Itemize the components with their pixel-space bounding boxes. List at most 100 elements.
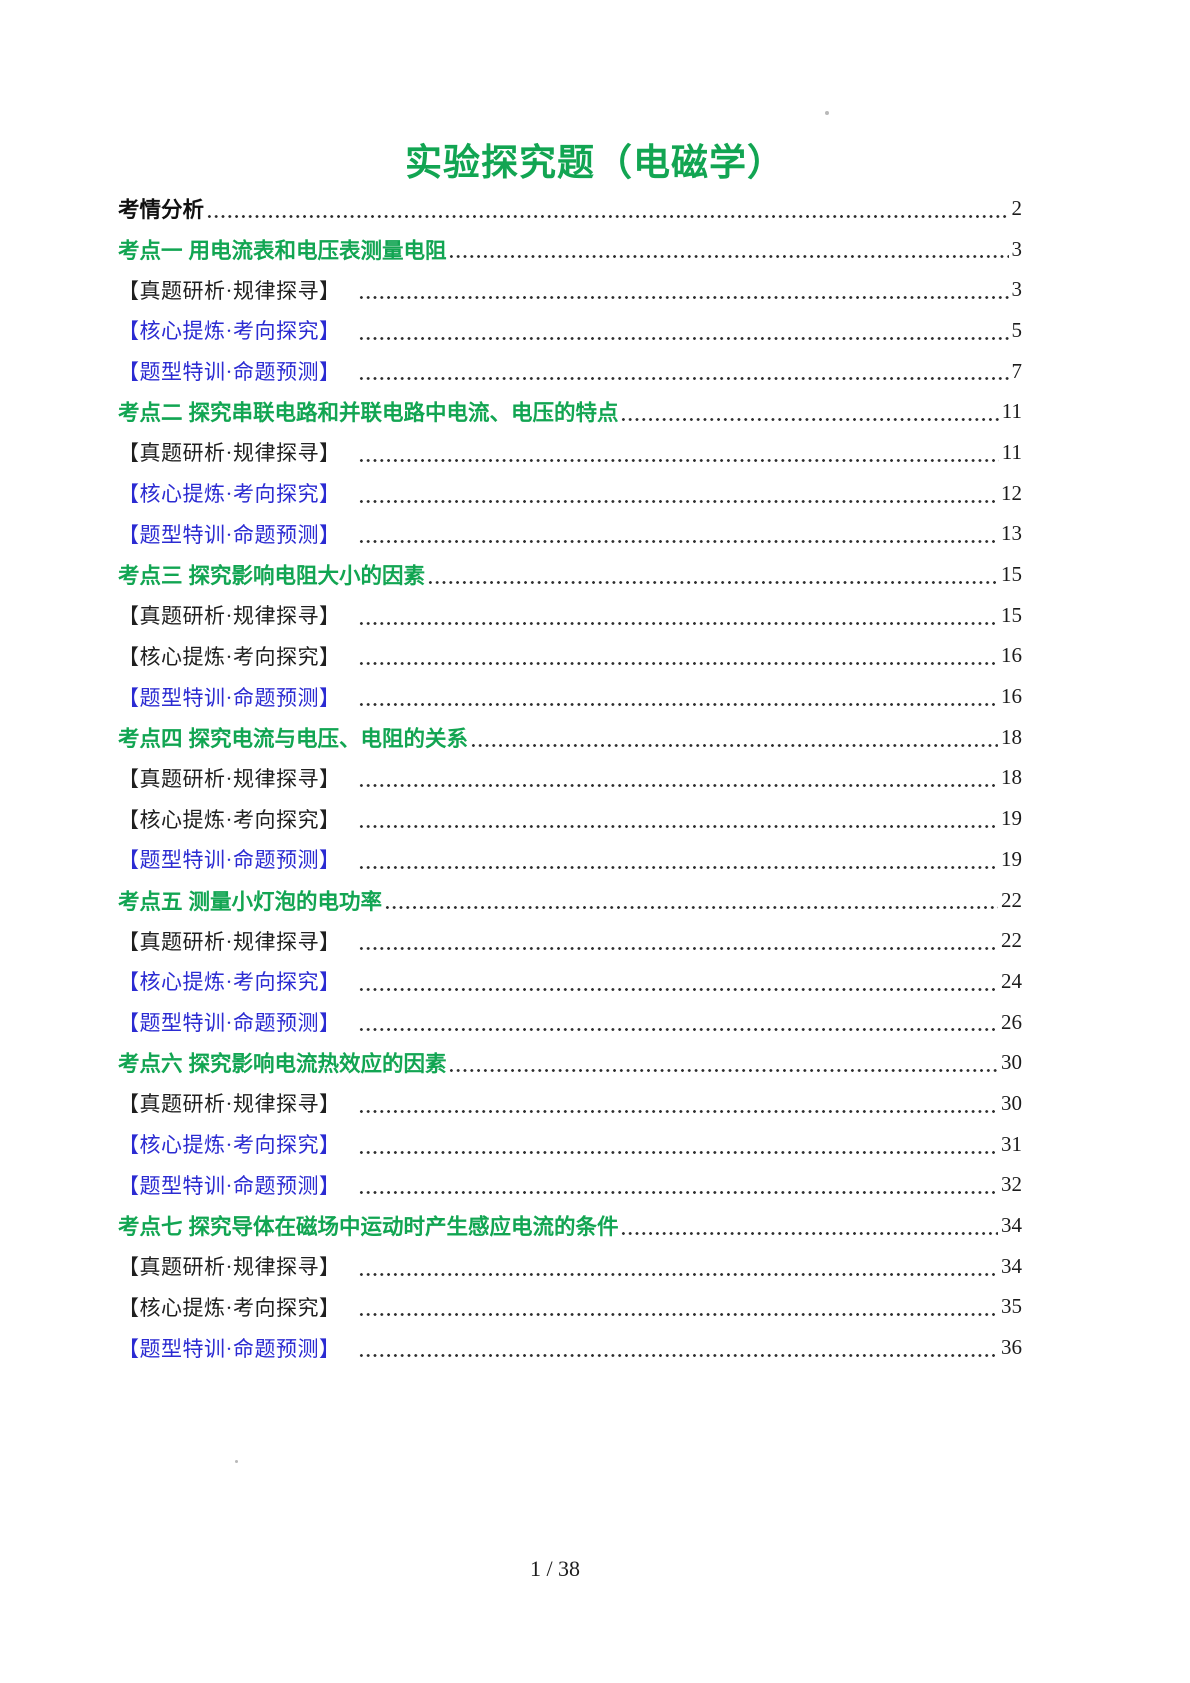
dot-leader	[357, 1123, 998, 1165]
toc-entry-label: 【核心提炼·考向探究】	[118, 482, 341, 507]
toc-row[interactable]: 【题型特训·命题预测】 13	[118, 513, 1022, 555]
dot-leader	[357, 472, 998, 514]
toc-row[interactable]: 【真题研析·规律探寻】 3	[118, 269, 1023, 311]
toc-row[interactable]: 【真题研析·规律探寻】 11	[118, 432, 1022, 473]
toc-entry-label: 【真题研析·规律探寻】	[118, 929, 341, 954]
toc-page-number: 32	[1001, 1172, 1022, 1197]
toc-row[interactable]: 【题型特训·命题预测】 7	[118, 350, 1022, 392]
toc-page-number: 5	[1011, 317, 1023, 342]
toc-row[interactable]: 【真题研析·规律探寻】 15	[118, 594, 1022, 636]
toc-row[interactable]: 考点四 探究电流与电压、电阻的关系 18	[118, 716, 1022, 758]
toc-row[interactable]: 考点七 探究导体在磁场中运动时产生感应电流的条件 34	[118, 1205, 1022, 1246]
toc-row[interactable]: 考点五 测量小灯泡的电功率 22	[118, 879, 1022, 921]
toc-entry-label: 【核心提炼·考向探究】	[118, 807, 341, 832]
toc-row[interactable]: 【核心提炼·考向探究】 31	[118, 1123, 1022, 1165]
toc-row[interactable]: 【核心提炼·考向探究】 35	[118, 1286, 1022, 1328]
toc-row[interactable]: 考点六 探究影响电流热效应的因素 30	[118, 1042, 1022, 1084]
toc-page-number: 30	[1001, 1090, 1022, 1115]
page-artifact-dot	[235, 1460, 238, 1463]
toc-entry-label: 【核心提炼·考向探究】	[118, 644, 341, 669]
toc-entry-label: 【真题研析·规律探寻】	[118, 278, 341, 303]
toc-page-number: 15	[1001, 602, 1022, 627]
dot-leader	[383, 879, 998, 921]
toc-entry-label: 【核心提炼·考向探究】	[118, 1133, 341, 1158]
toc-page-number: 16	[1001, 684, 1022, 709]
dot-leader	[357, 310, 1009, 351]
toc-page-number: 11	[1001, 399, 1022, 424]
toc-row[interactable]: 【题型特训·命题预测】 36	[118, 1327, 1022, 1368]
toc-page-number: 13	[1001, 521, 1022, 546]
toc-page-number: 24	[1001, 968, 1022, 993]
toc-row[interactable]: 【核心提炼·考向探究】 24	[118, 961, 1022, 1002]
toc-entry-label: 考点五 测量小灯泡的电功率	[118, 889, 382, 914]
toc-row[interactable]: 【真题研析·规律探寻】 18	[118, 757, 1022, 799]
toc-page-number: 36	[1001, 1335, 1022, 1360]
dot-leader	[357, 757, 998, 799]
dot-leader	[206, 188, 1009, 229]
toc-entry-label: 考点六 探究影响电流热效应的因素	[118, 1052, 447, 1077]
dot-leader	[469, 716, 998, 758]
dot-leader	[620, 1205, 998, 1246]
page-artifact-dot	[825, 111, 829, 115]
toc-entry-label: 【题型特训·命题预测】	[118, 1173, 341, 1198]
page-title: 实验探究题（电磁学）	[405, 142, 785, 183]
toc-page-number: 16	[1001, 643, 1022, 668]
dot-leader	[620, 391, 999, 433]
toc-row[interactable]: 【题型特训·命题预测】 32	[118, 1164, 1022, 1206]
toc-entry-label: 【真题研析·规律探寻】	[118, 1255, 341, 1280]
toc-row[interactable]: 【核心提炼·考向探究】 5	[118, 310, 1022, 351]
dot-leader	[357, 676, 998, 717]
dot-leader	[357, 798, 998, 839]
dot-leader	[357, 432, 999, 473]
toc-page-number: 30	[1001, 1050, 1022, 1075]
toc-row[interactable]: 【真题研析·规律探寻】 30	[118, 1083, 1022, 1124]
dot-leader	[357, 1245, 998, 1287]
toc-page-number: 18	[1001, 724, 1022, 749]
toc-entry-label: 【题型特训·命题预测】	[118, 685, 341, 710]
toc-page-number: 15	[1001, 562, 1022, 587]
toc-entry-label: 【核心提炼·考向探究】	[118, 970, 341, 995]
toc-row[interactable]: 【题型特训·命题预测】 19	[118, 839, 1022, 880]
toc-page-number: 31	[1001, 1131, 1022, 1156]
toc-page-number: 34	[1001, 1213, 1022, 1238]
toc-row[interactable]: 考情分析 2	[118, 188, 1022, 229]
dot-leader	[357, 269, 1009, 311]
dot-leader	[357, 513, 998, 555]
toc-row[interactable]: 【真题研析·规律探寻】 22	[118, 920, 1022, 962]
toc-entry-label: 【真题研析·规律探寻】	[118, 604, 341, 629]
toc-entry-label: 考情分析	[118, 197, 205, 222]
toc-row[interactable]: 【核心提炼·考向探究】 19	[118, 798, 1022, 839]
dot-leader	[448, 228, 1009, 270]
toc-row[interactable]: 【真题研析·规律探寻】 34	[118, 1245, 1022, 1287]
toc-entry-label: 考点七 探究导体在磁场中运动时产生感应电流的条件	[118, 1215, 619, 1240]
toc-row[interactable]: 【题型特训·命题预测】 16	[118, 676, 1022, 717]
toc-page-number: 19	[1001, 846, 1022, 871]
dot-leader	[357, 920, 998, 962]
toc-row[interactable]: 考点二 探究串联电路和并联电路中电流、电压的特点 11	[118, 391, 1022, 433]
dot-leader	[357, 635, 998, 677]
toc-row[interactable]: 【题型特训·命题预测】 26	[118, 1001, 1022, 1043]
toc-entry-label: 考点三 探究影响电阻大小的因素	[118, 564, 425, 589]
toc-page-number: 3	[1011, 277, 1023, 302]
toc-entry-label: 【题型特训·命题预测】	[118, 1011, 341, 1036]
toc-page-number: 19	[1001, 806, 1022, 831]
toc-page-number: 26	[1001, 1009, 1022, 1034]
toc-page-number: 35	[1001, 1294, 1022, 1319]
toc-page-number: 22	[1001, 928, 1022, 953]
toc-entry-label: 考点四 探究电流与电压、电阻的关系	[118, 726, 468, 751]
dot-leader	[357, 961, 998, 1002]
toc-entry-label: 【核心提炼·考向探究】	[118, 1295, 341, 1320]
toc-row[interactable]: 【核心提炼·考向探究】 16	[118, 635, 1022, 677]
toc-row[interactable]: 【核心提炼·考向探究】 12	[118, 472, 1022, 514]
toc-row[interactable]: 考点三 探究影响电阻大小的因素 15	[118, 554, 1022, 595]
toc-entry-label: 考点一 用电流表和电压表测量电阻	[118, 238, 447, 263]
toc-page-number: 2	[1011, 195, 1023, 220]
toc-entry-label: 【真题研析·规律探寻】	[118, 766, 341, 791]
toc-row[interactable]: 考点一 用电流表和电压表测量电阻 3	[118, 228, 1023, 270]
toc-entry-label: 考点二 探究串联电路和并联电路中电流、电压的特点	[118, 401, 619, 426]
toc-entry-label: 【真题研析·规律探寻】	[118, 1092, 341, 1117]
dot-leader	[357, 1327, 998, 1368]
toc-page-number: 3	[1011, 236, 1023, 261]
toc-page-number: 34	[1001, 1253, 1022, 1278]
